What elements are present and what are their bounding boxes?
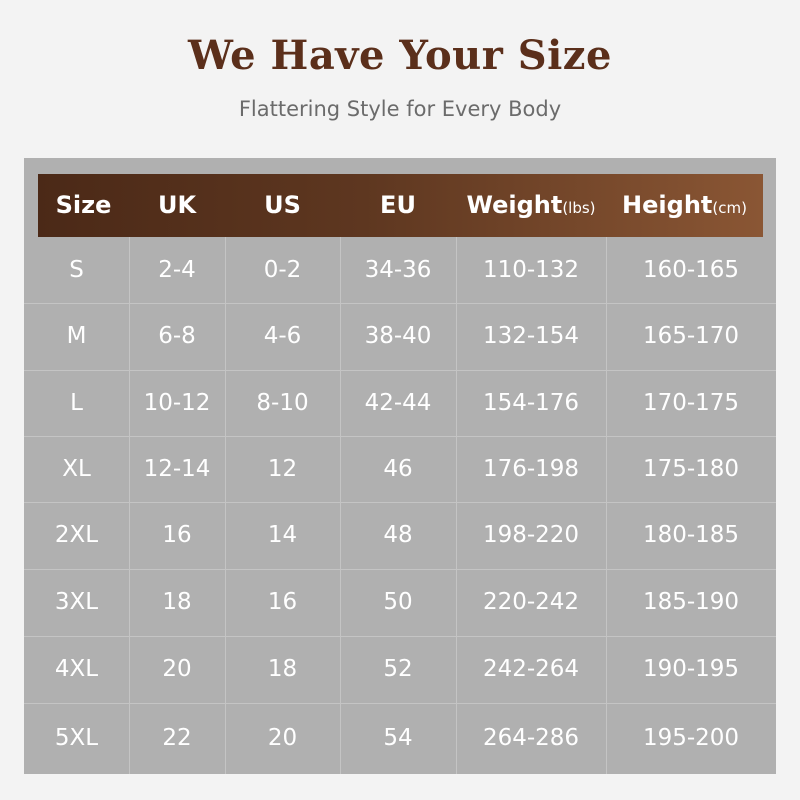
table-cell: 20 (162, 656, 192, 682)
column-header: UK (129, 174, 225, 237)
column-header-label: Height (622, 191, 713, 219)
table-cell: 5XL (54, 725, 99, 751)
table-cell: 18 (162, 589, 192, 615)
table-header (38, 174, 763, 237)
table-cell: 18 (267, 656, 298, 682)
table-cell: 20 (267, 725, 298, 751)
table-cell: 12-14 (143, 456, 211, 482)
table-cell: 16 (267, 589, 298, 615)
column-header-label: Weight (466, 191, 563, 219)
page-title: We Have Your Size (188, 32, 612, 79)
table-cell: 14 (267, 522, 298, 548)
column-header-label: US (264, 191, 301, 219)
table-cell: 3XL (54, 589, 99, 615)
table-cell: 165-170 (642, 323, 740, 349)
page-subtitle: Flattering Style for Every Body (238, 97, 562, 121)
table-cell: 16 (162, 522, 192, 548)
table-cell: 48 (383, 522, 413, 548)
table-cell: 6-8 (158, 323, 196, 349)
table-cell: 198-220 (482, 522, 580, 548)
table-cell: 220-242 (482, 589, 580, 615)
table-cell: 50 (383, 589, 413, 615)
table-cell: 10-12 (143, 390, 211, 416)
column-header-unit: (cm) (712, 199, 747, 217)
table-cell: 2-4 (158, 257, 196, 283)
table-cell: 264-286 (482, 725, 580, 751)
column-divider (129, 237, 130, 774)
column-header: Height(cm) (606, 174, 763, 237)
column-header: Weight(lbs) (456, 174, 606, 237)
table-cell: 38-40 (364, 323, 432, 349)
column-header-label: Size (55, 191, 112, 219)
table-cell: 0-2 (263, 257, 302, 283)
table-cell: 42-44 (364, 390, 432, 416)
table-cell: 8-10 (256, 390, 309, 416)
row-divider (24, 436, 776, 437)
table-cell: 2XL (54, 522, 99, 548)
table-cell: 34-36 (364, 257, 432, 283)
table-cell: 46 (383, 456, 413, 482)
column-divider (340, 237, 341, 774)
table-cell: 52 (383, 656, 413, 682)
column-header-label: UK (157, 191, 197, 219)
table-cell: 4-6 (263, 323, 302, 349)
table-cell: 180-185 (642, 522, 740, 548)
table-cell: 242-264 (482, 656, 580, 682)
table-cell: 154-176 (482, 390, 580, 416)
row-divider (24, 303, 776, 304)
table-cell: S (69, 257, 84, 283)
table-cell: 170-175 (642, 390, 740, 416)
table-cell: 110-132 (482, 257, 580, 283)
column-header-unit: (lbs) (562, 199, 596, 217)
row-divider (24, 370, 776, 371)
table-cell: 176-198 (482, 456, 580, 482)
table-cell: 54 (383, 725, 413, 751)
table-cell: 4XL (54, 656, 99, 682)
column-header: Size (38, 174, 129, 237)
column-header: US (225, 174, 340, 237)
row-divider (24, 502, 776, 503)
column-divider (456, 237, 457, 774)
table-cell: 12 (267, 456, 298, 482)
row-divider (24, 569, 776, 570)
row-divider (24, 703, 776, 704)
column-header-label: EU (380, 191, 416, 219)
table-cell: XL (62, 456, 91, 482)
table-cell: L (70, 390, 83, 416)
table-cell: 175-180 (642, 456, 740, 482)
table-cell: M (66, 323, 87, 349)
column-divider (606, 237, 607, 774)
column-divider (225, 237, 226, 774)
size-table (24, 158, 776, 774)
table-cell: 185-190 (642, 589, 740, 615)
table-cell: 195-200 (642, 725, 740, 751)
table-cell: 132-154 (482, 323, 580, 349)
table-cell: 190-195 (642, 656, 740, 682)
table-cell: 22 (162, 725, 192, 751)
row-divider (24, 636, 776, 637)
table-cell: 160-165 (642, 257, 740, 283)
column-header: EU (340, 174, 456, 237)
